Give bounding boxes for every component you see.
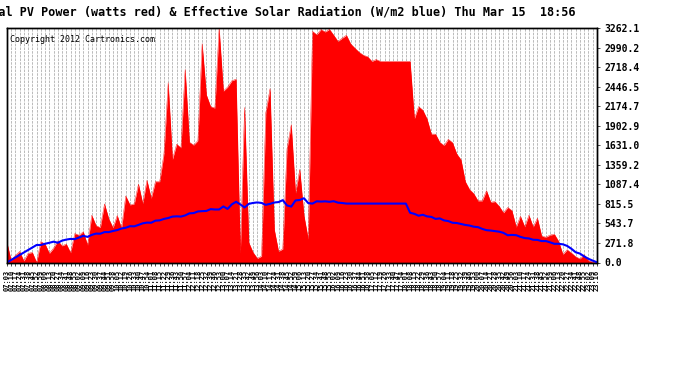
Text: Copyright 2012 Cartronics.com: Copyright 2012 Cartronics.com bbox=[10, 35, 155, 44]
Text: Total PV Power (watts red) & Effective Solar Radiation (W/m2 blue) Thu Mar 15  1: Total PV Power (watts red) & Effective S… bbox=[0, 6, 575, 19]
